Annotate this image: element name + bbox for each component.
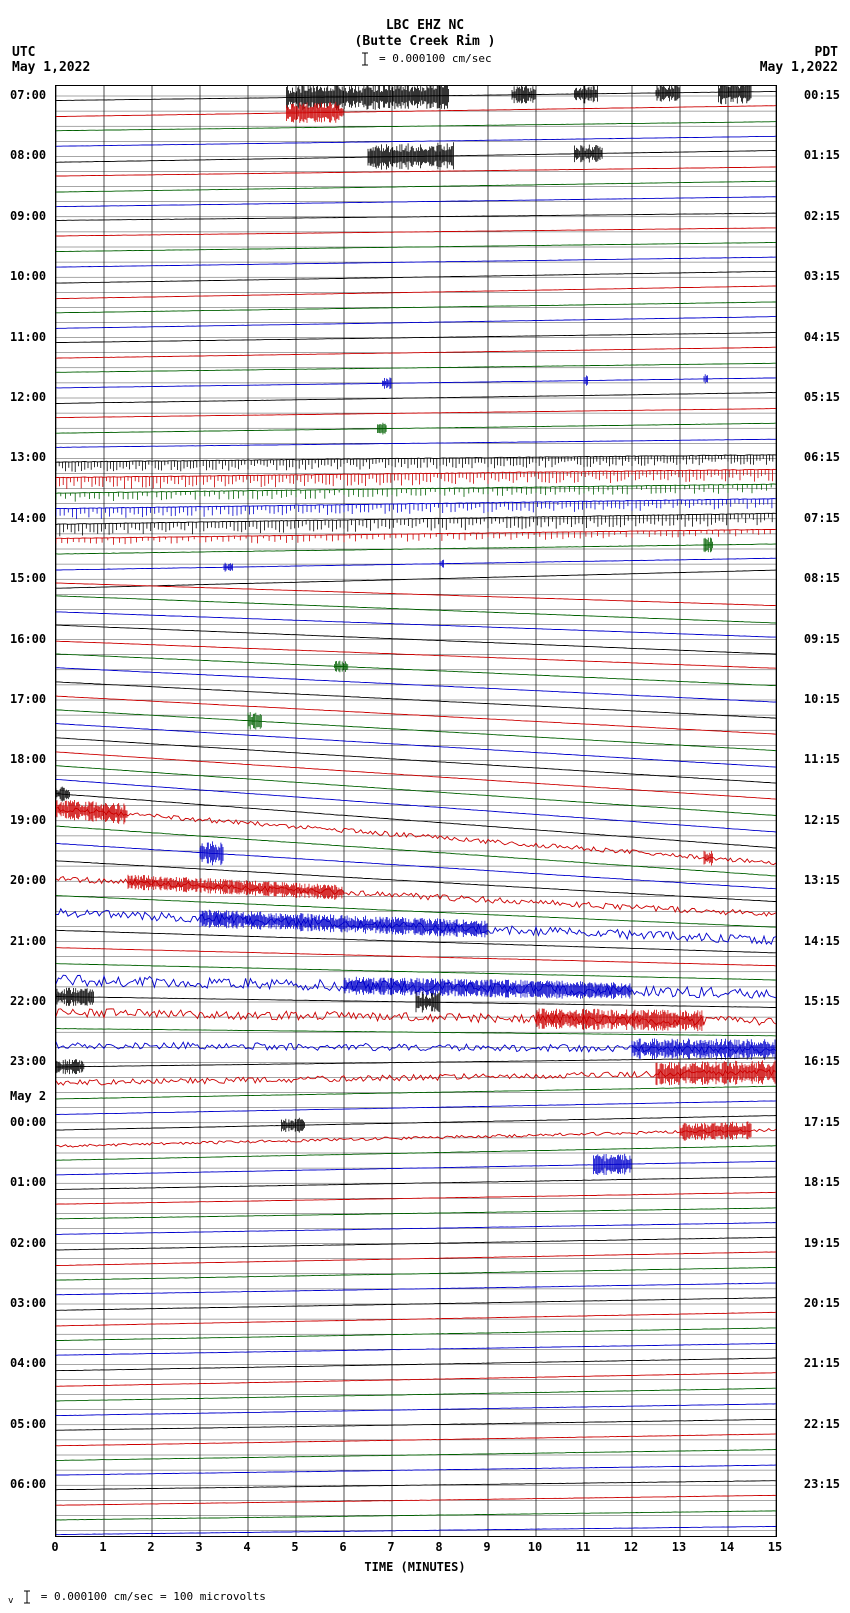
utc-hour-label: 15:00 [10, 571, 46, 585]
utc-hour-label: 06:00 [10, 1477, 46, 1491]
scale-indicator: = 0.000100 cm/sec [0, 52, 850, 66]
x-tick-label: 8 [435, 1540, 442, 1554]
pdt-hour-label: 02:15 [804, 209, 840, 223]
utc-hour-label: 09:00 [10, 209, 46, 223]
utc-hour-label: 07:00 [10, 88, 46, 102]
x-tick-label: 10 [528, 1540, 542, 1554]
helicorder-plot [55, 85, 777, 1537]
utc-hour-label: 14:00 [10, 511, 46, 525]
utc-hour-label: 10:00 [10, 269, 46, 283]
station-title: LBC EHZ NC [0, 18, 850, 33]
x-tick-label: 7 [387, 1540, 394, 1554]
pdt-hour-label: 17:15 [804, 1115, 840, 1129]
pdt-hour-label: 08:15 [804, 571, 840, 585]
footer-scale: v = 0.000100 cm/sec = 100 microvolts [8, 1590, 266, 1606]
x-tick-label: 11 [576, 1540, 590, 1554]
pdt-hour-label: 06:15 [804, 450, 840, 464]
date-right: May 1,2022 [760, 60, 838, 75]
x-tick-label: 13 [672, 1540, 686, 1554]
x-tick-label: 1 [99, 1540, 106, 1554]
x-tick-label: 2 [147, 1540, 154, 1554]
pdt-hour-label: 03:15 [804, 269, 840, 283]
timezone-right: PDT [815, 45, 838, 60]
pdt-hour-label: 11:15 [804, 752, 840, 766]
utc-hour-label: 11:00 [10, 330, 46, 344]
utc-hour-label: 23:00 [10, 1054, 46, 1068]
date-left: May 1,2022 [12, 60, 90, 75]
pdt-hour-label: 15:15 [804, 994, 840, 1008]
timezone-left: UTC [12, 45, 35, 60]
utc-hour-label: 17:00 [10, 692, 46, 706]
utc-hour-label: 20:00 [10, 873, 46, 887]
helicorder-container: LBC EHZ NC (Butte Creek Rim ) = 0.000100… [0, 0, 850, 1613]
x-axis-label: TIME (MINUTES) [55, 1560, 775, 1574]
pdt-hour-label: 22:15 [804, 1417, 840, 1431]
utc-hour-label: 04:00 [10, 1356, 46, 1370]
x-tick-label: 4 [243, 1540, 250, 1554]
utc-hour-label: 05:00 [10, 1417, 46, 1431]
pdt-hour-label: 16:15 [804, 1054, 840, 1068]
station-subtitle: (Butte Creek Rim ) [0, 34, 850, 49]
utc-hour-label: 08:00 [10, 148, 46, 162]
footer-text: = 0.000100 cm/sec = 100 microvolts [41, 1590, 266, 1603]
utc-hour-label: 18:00 [10, 752, 46, 766]
pdt-hour-label: 10:15 [804, 692, 840, 706]
x-tick-label: 12 [624, 1540, 638, 1554]
x-tick-label: 3 [195, 1540, 202, 1554]
utc-hour-label: 12:00 [10, 390, 46, 404]
x-tick-label: 14 [720, 1540, 734, 1554]
utc-hour-label: 21:00 [10, 934, 46, 948]
utc-hour-label: 22:00 [10, 994, 46, 1008]
scale-text: = 0.000100 cm/sec [379, 52, 492, 65]
pdt-hour-label: 21:15 [804, 1356, 840, 1370]
utc-hour-label: 00:00 [10, 1115, 46, 1129]
pdt-hour-label: 23:15 [804, 1477, 840, 1491]
pdt-hour-label: 12:15 [804, 813, 840, 827]
utc-hour-label: 13:00 [10, 450, 46, 464]
pdt-hour-label: 01:15 [804, 148, 840, 162]
pdt-hour-label: 00:15 [804, 88, 840, 102]
utc-hour-label: 19:00 [10, 813, 46, 827]
x-tick-label: 15 [768, 1540, 782, 1554]
pdt-hour-label: 13:15 [804, 873, 840, 887]
day2-label: May 2 [10, 1089, 46, 1103]
x-tick-label: 5 [291, 1540, 298, 1554]
pdt-hour-label: 18:15 [804, 1175, 840, 1189]
utc-hour-label: 01:00 [10, 1175, 46, 1189]
pdt-hour-label: 07:15 [804, 511, 840, 525]
utc-hour-label: 02:00 [10, 1236, 46, 1250]
pdt-hour-label: 14:15 [804, 934, 840, 948]
x-tick-label: 6 [339, 1540, 346, 1554]
utc-hour-label: 03:00 [10, 1296, 46, 1310]
x-tick-label: 0 [51, 1540, 58, 1554]
pdt-hour-label: 04:15 [804, 330, 840, 344]
pdt-hour-label: 05:15 [804, 390, 840, 404]
pdt-hour-label: 09:15 [804, 632, 840, 646]
pdt-hour-label: 20:15 [804, 1296, 840, 1310]
utc-hour-label: 16:00 [10, 632, 46, 646]
x-tick-label: 9 [483, 1540, 490, 1554]
pdt-hour-label: 19:15 [804, 1236, 840, 1250]
